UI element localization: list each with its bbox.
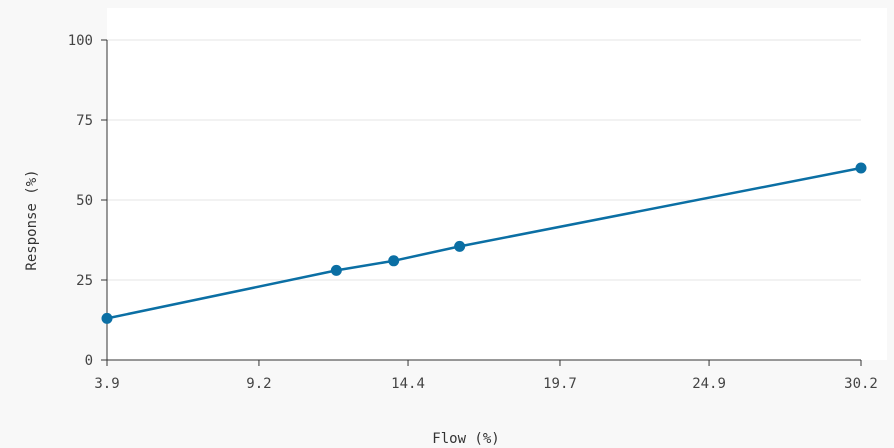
- y-tick-label: 0: [85, 353, 93, 369]
- grid-lines: [107, 39, 861, 281]
- data-point[interactable]: [101, 312, 113, 324]
- x-tick-label: 19.7: [543, 376, 577, 392]
- data-point[interactable]: [855, 162, 867, 174]
- y-tick-label: 100: [68, 33, 93, 49]
- data-point[interactable]: [454, 240, 466, 252]
- y-tick-label: 50: [76, 193, 93, 209]
- y-tick-label: 25: [76, 273, 93, 289]
- data-point[interactable]: [330, 264, 342, 276]
- x-ticks: 3.9 9.2 14.4 19.7 24.9 30.2: [94, 360, 878, 392]
- series-points: [101, 162, 867, 324]
- x-tick-label: 3.9: [94, 376, 119, 392]
- y-axis-title: Response (%): [24, 169, 40, 270]
- plot-area: [107, 8, 887, 360]
- data-point[interactable]: [388, 255, 400, 267]
- x-tick-label: 14.4: [391, 376, 425, 392]
- y-tick-label: 75: [76, 113, 93, 129]
- x-axis-title: Flow (%): [432, 431, 499, 447]
- x-tick-label: 24.9: [692, 376, 726, 392]
- x-tick-label: 30.2: [844, 376, 878, 392]
- x-tick-label: 9.2: [246, 376, 271, 392]
- y-ticks: 0 25 50 75 100: [68, 33, 107, 369]
